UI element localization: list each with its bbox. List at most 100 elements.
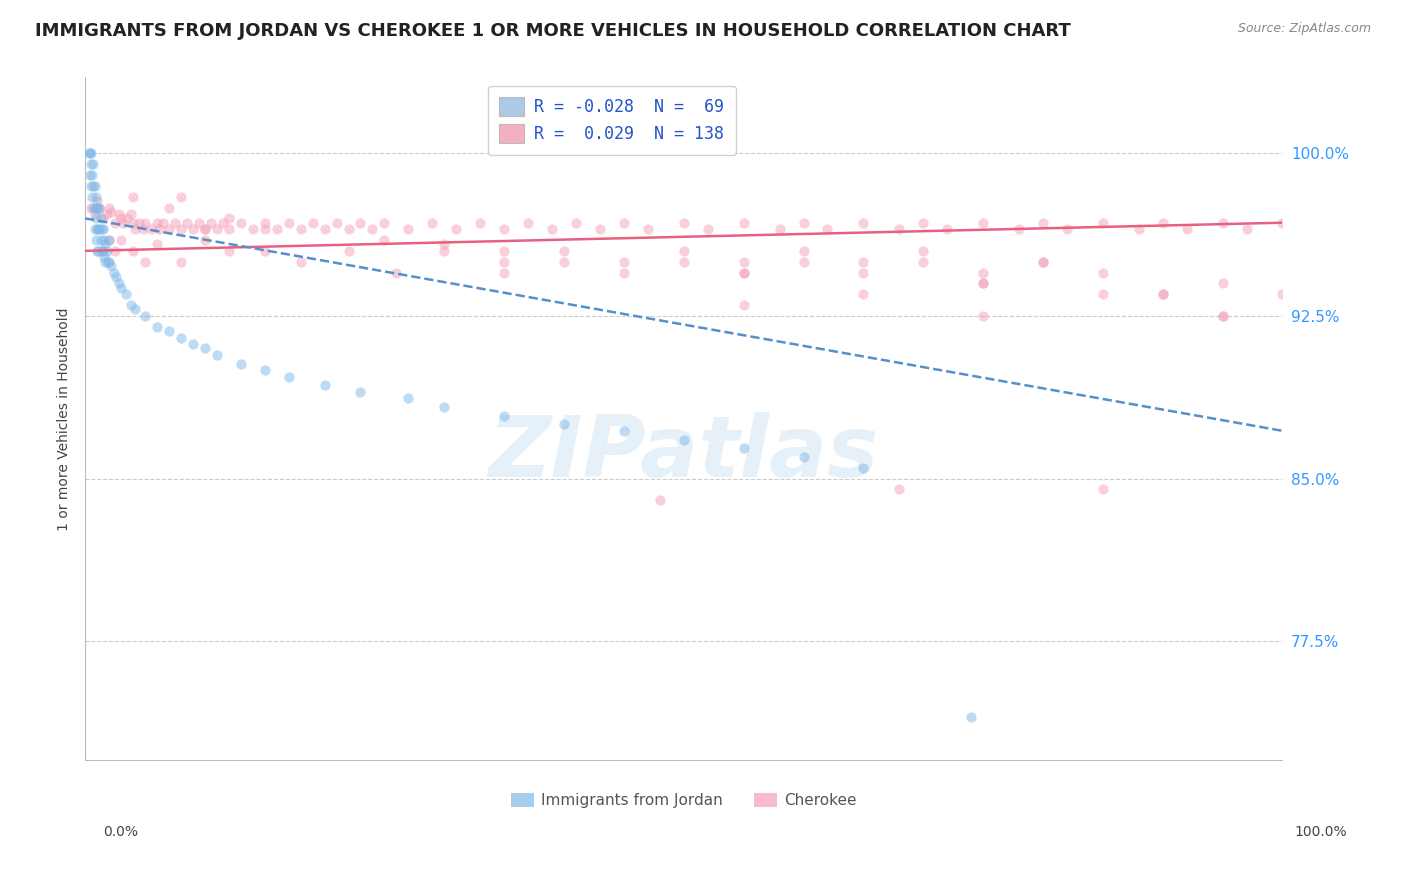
Point xyxy=(104,244,127,258)
Point xyxy=(494,244,516,258)
Point xyxy=(181,222,204,236)
Point xyxy=(100,259,122,273)
Point xyxy=(90,244,112,258)
Point xyxy=(82,168,104,182)
Point xyxy=(553,417,575,432)
Point xyxy=(80,157,103,171)
Point xyxy=(93,251,115,265)
Point xyxy=(194,342,217,356)
Point xyxy=(96,207,118,221)
Point xyxy=(146,237,169,252)
Point xyxy=(205,222,228,236)
Point xyxy=(84,211,107,226)
Point xyxy=(889,483,911,497)
Point xyxy=(134,254,156,268)
Point xyxy=(1091,216,1114,230)
Point xyxy=(157,324,180,338)
Point xyxy=(960,710,983,724)
Point xyxy=(553,254,575,268)
Point xyxy=(114,287,136,301)
Point xyxy=(792,254,814,268)
Point xyxy=(87,244,110,258)
Point xyxy=(696,222,718,236)
Point xyxy=(94,254,117,268)
Point xyxy=(84,233,107,247)
Point xyxy=(170,222,193,236)
Point xyxy=(134,216,156,230)
Point xyxy=(115,211,138,226)
Point xyxy=(82,189,104,203)
Point xyxy=(290,254,312,268)
Point xyxy=(98,201,121,215)
Point xyxy=(124,222,146,236)
Point xyxy=(218,222,240,236)
Point xyxy=(80,178,103,193)
Point xyxy=(792,244,814,258)
Point xyxy=(110,233,132,247)
Point xyxy=(277,216,299,230)
Point xyxy=(253,363,276,377)
Point xyxy=(494,222,516,236)
Text: 100.0%: 100.0% xyxy=(1295,825,1347,839)
Point xyxy=(733,216,755,230)
Point xyxy=(152,216,174,230)
Point xyxy=(733,266,755,280)
Point xyxy=(433,237,456,252)
Point xyxy=(86,201,108,215)
Point xyxy=(89,201,111,215)
Point xyxy=(494,254,516,268)
Point xyxy=(194,222,217,236)
Point xyxy=(91,222,114,236)
Point xyxy=(148,222,170,236)
Point xyxy=(253,244,276,258)
Point xyxy=(98,233,121,247)
Point xyxy=(211,216,233,230)
Point xyxy=(541,222,564,236)
Point xyxy=(253,222,276,236)
Point xyxy=(91,244,114,258)
Point xyxy=(131,222,153,236)
Point xyxy=(1212,216,1234,230)
Point xyxy=(163,216,186,230)
Point xyxy=(1032,254,1054,268)
Point xyxy=(361,222,384,236)
Point xyxy=(553,244,575,258)
Point xyxy=(792,216,814,230)
Point xyxy=(1212,309,1234,323)
Point xyxy=(98,254,121,268)
Point xyxy=(200,216,222,230)
Point xyxy=(290,222,312,236)
Point xyxy=(852,266,875,280)
Legend: Immigrants from Jordan, Cherokee: Immigrants from Jordan, Cherokee xyxy=(505,787,863,814)
Point xyxy=(83,201,105,215)
Point xyxy=(373,216,395,230)
Point xyxy=(96,244,118,258)
Point xyxy=(517,216,540,230)
Point xyxy=(84,189,107,203)
Point xyxy=(672,254,695,268)
Point xyxy=(972,266,994,280)
Point xyxy=(89,201,111,215)
Point xyxy=(120,298,142,312)
Point xyxy=(94,237,117,252)
Point xyxy=(672,433,695,447)
Point xyxy=(494,266,516,280)
Point xyxy=(325,216,347,230)
Point xyxy=(98,233,121,247)
Point xyxy=(83,178,105,193)
Point xyxy=(613,424,636,438)
Point xyxy=(733,254,755,268)
Point xyxy=(194,222,217,236)
Point xyxy=(80,146,103,161)
Point xyxy=(420,216,443,230)
Point xyxy=(337,222,360,236)
Point xyxy=(373,233,395,247)
Point xyxy=(1032,254,1054,268)
Point xyxy=(79,168,101,182)
Point xyxy=(253,216,276,230)
Point xyxy=(1152,287,1174,301)
Point xyxy=(565,216,588,230)
Point xyxy=(1236,222,1258,236)
Point xyxy=(972,309,994,323)
Point xyxy=(337,244,360,258)
